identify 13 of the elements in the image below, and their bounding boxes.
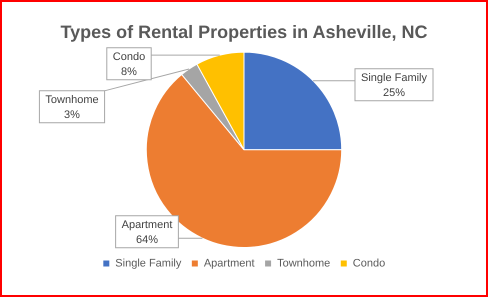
slice-label: Single Family <box>360 72 428 84</box>
chart-title: Types of Rental Properties in Asheville, NC <box>60 22 428 42</box>
legend-label: Single Family <box>115 258 182 270</box>
data-label: 3% <box>64 108 80 121</box>
slice-label: Apartment <box>122 218 172 231</box>
slice-label: Condo <box>112 50 146 63</box>
legend-label: Apartment <box>204 258 255 270</box>
data-label: 8% <box>121 66 138 78</box>
legend-label: Townhome <box>277 258 330 270</box>
legend-label: Condo <box>352 258 386 270</box>
slice-label: Townhome <box>45 94 99 106</box>
data-label: 25% <box>382 86 406 99</box>
data-label: 64% <box>136 234 158 246</box>
